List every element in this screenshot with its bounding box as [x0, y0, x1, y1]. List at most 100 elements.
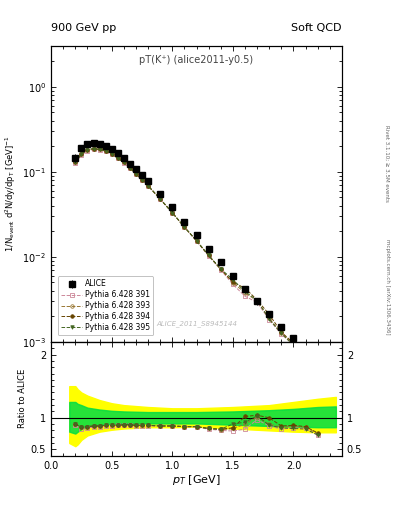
Pythia 6.428 395 — [140, 177, 144, 183]
Pythia 6.428 395 — [315, 380, 320, 386]
Pythia 6.428 394 — [116, 155, 120, 161]
Pythia 6.428 391 — [134, 171, 138, 177]
Pythia 6.428 393 — [103, 148, 108, 154]
Line: Pythia 6.428 391: Pythia 6.428 391 — [73, 148, 320, 385]
Pythia 6.428 393 — [121, 159, 126, 165]
Line: Pythia 6.428 394: Pythia 6.428 394 — [73, 147, 320, 383]
Pythia 6.428 391 — [121, 160, 126, 166]
Pythia 6.428 391 — [242, 293, 247, 300]
Pythia 6.428 393 — [315, 379, 320, 385]
Pythia 6.428 395 — [158, 196, 163, 202]
Pythia 6.428 391 — [109, 151, 114, 157]
Pythia 6.428 394 — [158, 196, 163, 202]
Text: mcplots.cern.ch [arXiv:1306.3436]: mcplots.cern.ch [arXiv:1306.3436] — [385, 239, 389, 334]
Legend: ALICE, Pythia 6.428 391, Pythia 6.428 393, Pythia 6.428 394, Pythia 6.428 395: ALICE, Pythia 6.428 391, Pythia 6.428 39… — [58, 276, 154, 335]
Pythia 6.428 394 — [194, 238, 199, 244]
Pythia 6.428 395 — [255, 297, 259, 303]
Pythia 6.428 391 — [267, 316, 272, 323]
Pythia 6.428 394 — [206, 252, 211, 259]
Pythia 6.428 395 — [91, 145, 96, 152]
Pythia 6.428 391 — [231, 281, 235, 287]
Y-axis label: Ratio to ALICE: Ratio to ALICE — [18, 369, 27, 429]
Pythia 6.428 393 — [158, 196, 163, 202]
Pythia 6.428 394 — [109, 151, 114, 157]
Pythia 6.428 393 — [303, 353, 308, 359]
Pythia 6.428 395 — [206, 252, 211, 259]
Pythia 6.428 391 — [79, 152, 84, 158]
Pythia 6.428 394 — [127, 165, 132, 171]
X-axis label: $p_T$ [GeV]: $p_T$ [GeV] — [172, 473, 221, 487]
Pythia 6.428 395 — [73, 159, 78, 165]
Pythia 6.428 391 — [140, 177, 144, 183]
Pythia 6.428 394 — [146, 183, 151, 189]
Text: Rivet 3.1.10; ≥ 3.5M events: Rivet 3.1.10; ≥ 3.5M events — [385, 125, 389, 202]
Pythia 6.428 395 — [303, 354, 308, 360]
Pythia 6.428 394 — [219, 266, 223, 272]
Pythia 6.428 391 — [194, 238, 199, 244]
Pythia 6.428 395 — [97, 146, 102, 153]
Pythia 6.428 391 — [103, 148, 108, 154]
Pythia 6.428 393 — [134, 170, 138, 177]
Pythia 6.428 395 — [267, 316, 272, 322]
Pythia 6.428 393 — [219, 266, 223, 272]
Pythia 6.428 391 — [303, 354, 308, 360]
Pythia 6.428 394 — [255, 297, 259, 303]
Pythia 6.428 394 — [267, 311, 272, 317]
Pythia 6.428 391 — [279, 331, 284, 337]
Pythia 6.428 394 — [291, 340, 296, 346]
Pythia 6.428 394 — [279, 329, 284, 335]
Pythia 6.428 395 — [194, 238, 199, 244]
Pythia 6.428 393 — [109, 151, 114, 157]
Pythia 6.428 391 — [116, 155, 120, 161]
Pythia 6.428 395 — [146, 183, 151, 189]
Pythia 6.428 391 — [85, 147, 90, 154]
Pythia 6.428 394 — [140, 177, 144, 183]
Pythia 6.428 391 — [219, 267, 223, 273]
Pythia 6.428 393 — [267, 315, 272, 322]
Pythia 6.428 393 — [140, 177, 144, 183]
Pythia 6.428 393 — [116, 155, 120, 161]
Pythia 6.428 395 — [182, 224, 187, 230]
Pythia 6.428 395 — [121, 159, 126, 165]
Pythia 6.428 391 — [291, 342, 296, 348]
Pythia 6.428 395 — [231, 276, 235, 283]
Pythia 6.428 391 — [255, 300, 259, 306]
Text: Soft QCD: Soft QCD — [292, 23, 342, 33]
Pythia 6.428 394 — [103, 148, 108, 154]
Pythia 6.428 393 — [231, 280, 235, 286]
Pythia 6.428 394 — [91, 145, 96, 152]
Pythia 6.428 394 — [315, 378, 320, 385]
Pythia 6.428 394 — [73, 159, 78, 165]
Line: Pythia 6.428 395: Pythia 6.428 395 — [73, 147, 320, 385]
Pythia 6.428 391 — [97, 147, 102, 153]
Pythia 6.428 394 — [170, 209, 174, 216]
Pythia 6.428 391 — [127, 165, 132, 172]
Pythia 6.428 391 — [73, 160, 78, 166]
Pythia 6.428 391 — [182, 224, 187, 230]
Pythia 6.428 393 — [73, 159, 78, 165]
Pythia 6.428 394 — [97, 146, 102, 153]
Pythia 6.428 395 — [103, 148, 108, 154]
Pythia 6.428 393 — [291, 340, 296, 347]
Pythia 6.428 393 — [85, 147, 90, 153]
Pythia 6.428 391 — [91, 146, 96, 153]
Pythia 6.428 394 — [85, 147, 90, 153]
Pythia 6.428 394 — [134, 170, 138, 177]
Pythia 6.428 395 — [85, 147, 90, 153]
Pythia 6.428 394 — [121, 159, 126, 165]
Pythia 6.428 393 — [242, 290, 247, 296]
Pythia 6.428 393 — [146, 183, 151, 189]
Pythia 6.428 395 — [279, 330, 284, 336]
Text: 900 GeV pp: 900 GeV pp — [51, 23, 116, 33]
Text: ALICE_2011_S8945144: ALICE_2011_S8945144 — [156, 321, 237, 327]
Pythia 6.428 391 — [315, 380, 320, 387]
Pythia 6.428 395 — [116, 155, 120, 161]
Pythia 6.428 393 — [91, 145, 96, 152]
Line: Pythia 6.428 393: Pythia 6.428 393 — [73, 147, 320, 384]
Pythia 6.428 395 — [170, 209, 174, 216]
Pythia 6.428 391 — [170, 209, 174, 216]
Pythia 6.428 395 — [127, 165, 132, 171]
Pythia 6.428 393 — [255, 298, 259, 304]
Pythia 6.428 394 — [242, 285, 247, 291]
Pythia 6.428 393 — [79, 151, 84, 157]
